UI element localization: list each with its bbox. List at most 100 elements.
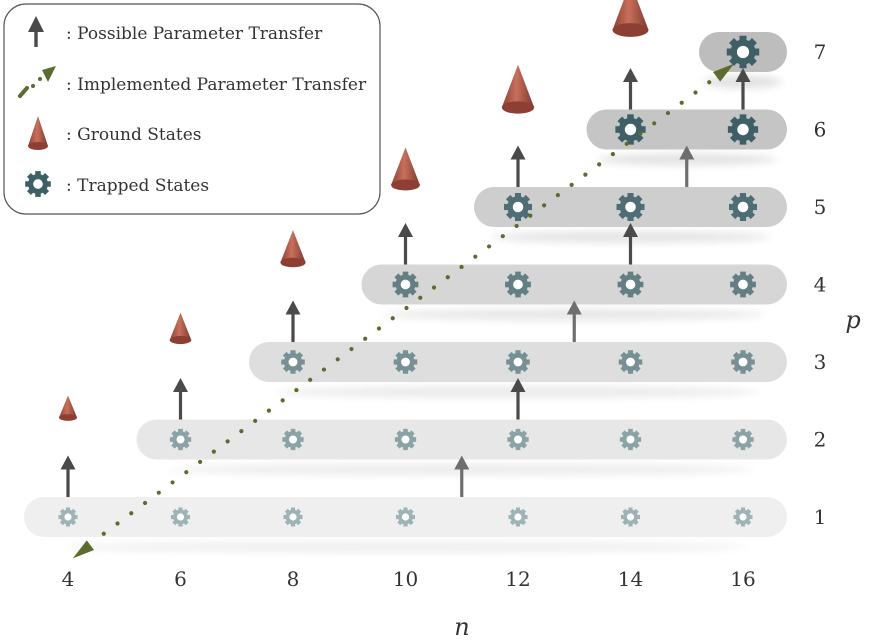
y-tick-label: 4 — [814, 273, 827, 297]
dotted-path-dot — [184, 470, 189, 475]
dotted-path-dot — [679, 100, 684, 105]
gear-icon — [281, 350, 305, 374]
transfer-arrow — [735, 68, 751, 110]
gear-icon — [729, 193, 757, 221]
dotted-path-dot — [142, 500, 148, 506]
dotted-path-dot — [390, 316, 395, 321]
ground-state-layer — [59, 0, 649, 421]
gear-icon — [727, 114, 759, 145]
dotted-path-dot — [211, 449, 216, 454]
gear-icon — [169, 428, 192, 451]
dotted-path-dot — [115, 521, 120, 526]
cone-icon — [391, 147, 420, 191]
transfer-arrow — [679, 145, 695, 187]
dotted-path-dot — [707, 80, 712, 85]
legend-implemented-transfer-text: : Implemented Parameter Transfer — [66, 75, 367, 95]
y-axis-ticks: 1 2 3 4 5 6 7 — [814, 40, 827, 529]
dotted-path-dot — [418, 295, 423, 300]
gear-icon — [730, 271, 756, 298]
x-axis-label: n — [454, 613, 469, 641]
y-tick-label: 2 — [814, 428, 827, 452]
dotted-path-dot — [473, 254, 478, 259]
dotted-path-dot — [583, 172, 588, 177]
gear-icon — [507, 428, 529, 451]
gear-icon — [726, 35, 760, 69]
transfer-arrow — [398, 223, 413, 265]
gear-icon — [508, 507, 528, 527]
y-tick-label: 3 — [814, 350, 827, 374]
dotted-path-dot — [610, 151, 616, 157]
dotted-path-dot — [404, 305, 409, 311]
transfer-arrow — [285, 300, 301, 342]
dotted-arrowhead — [72, 540, 94, 559]
dotted-path-dot — [459, 264, 464, 270]
cone-icon — [59, 395, 77, 421]
implemented-transfer-layer — [72, 63, 735, 559]
legend-gear-icon — [25, 171, 51, 197]
cone-icon — [612, 0, 649, 37]
gear-icon — [506, 350, 530, 374]
x-tick-label: 16 — [730, 567, 755, 591]
gear-icon — [393, 350, 418, 374]
y-tick-label: 6 — [814, 118, 827, 142]
dotted-path-dot — [129, 511, 134, 516]
dotted-path-dot — [514, 223, 519, 229]
dotted-path-dot — [693, 90, 698, 95]
row-band-p4 — [361, 264, 787, 305]
cone-icon — [169, 312, 192, 345]
dotted-path-dot — [170, 480, 175, 485]
legend-dotted-arrow-icon — [18, 66, 56, 98]
row-band-p2 — [136, 419, 787, 460]
gear-icon — [58, 507, 78, 527]
legend-trapped-states-text: : Trapped States — [66, 176, 209, 196]
transfer-arrow — [566, 300, 582, 342]
y-tick-label: 5 — [814, 195, 827, 219]
dotted-path-dot — [197, 459, 203, 465]
transfer-arrow — [623, 223, 638, 265]
legend-box — [3, 3, 381, 215]
gear-icon — [283, 507, 303, 527]
dotted-path-dot — [321, 367, 327, 372]
legend-arrow-icon — [28, 16, 44, 47]
gear-icon — [392, 271, 419, 298]
dotted-path-dot — [624, 141, 629, 146]
dotted-arrowhead — [713, 63, 735, 82]
row-shadow — [62, 541, 749, 553]
dotted-path-dot — [569, 182, 574, 187]
dotted-path-dot — [638, 131, 643, 136]
gear-icon — [504, 193, 532, 221]
dotted-path-dot — [266, 408, 271, 413]
transfer-arrow-layer — [60, 68, 751, 497]
y-axis-label: p — [845, 306, 860, 334]
gear-icon — [615, 114, 646, 145]
dotted-path-dot — [542, 203, 547, 208]
dotted-path-dot — [597, 162, 602, 167]
gear-icon — [505, 271, 531, 298]
x-tick-label: 4 — [62, 567, 75, 591]
y-tick-label: 1 — [814, 505, 827, 529]
cone-icon — [501, 64, 535, 114]
dotted-path-dot — [445, 275, 450, 280]
transfer-arrow — [510, 378, 526, 420]
x-tick-label: 6 — [174, 567, 187, 591]
dotted-path-dot — [555, 193, 560, 198]
dotted-path-dot — [225, 439, 230, 444]
legend: : Possible Parameter Transfer : Implemen… — [3, 3, 381, 215]
transfer-arrow — [454, 455, 470, 497]
gear-icon — [732, 428, 754, 451]
transfer-arrow — [173, 378, 188, 420]
y-tick-label: 7 — [814, 40, 827, 64]
gear-icon — [394, 428, 417, 451]
legend-cone-icon — [28, 116, 48, 150]
dotted-path-dot — [156, 490, 161, 495]
x-tick-label: 12 — [505, 567, 530, 591]
gear-icon — [733, 507, 753, 527]
gear-icon — [170, 507, 191, 527]
gear-icon — [282, 428, 304, 451]
dotted-path-dot — [101, 531, 106, 536]
dotted-path-dot — [500, 234, 505, 239]
legend-ground-states-text: : Ground States — [66, 125, 202, 145]
dotted-path-dot — [376, 326, 382, 331]
